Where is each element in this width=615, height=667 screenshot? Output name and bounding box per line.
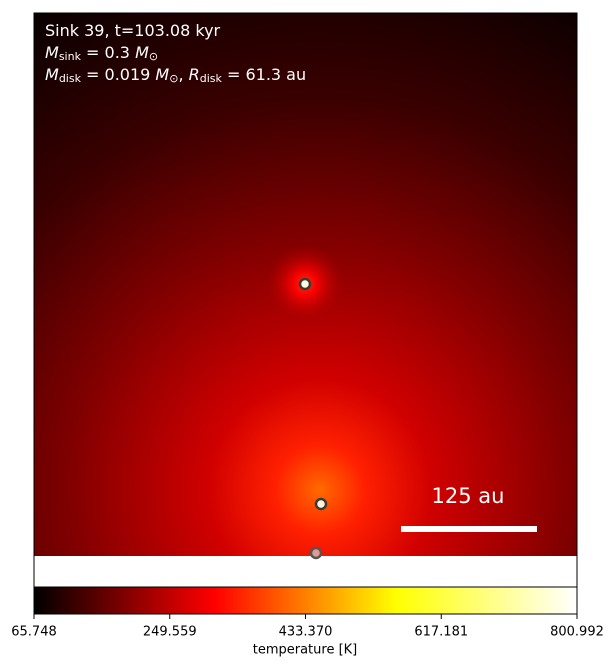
annotation-part: Sink 39, t=103.08 kyr (45, 21, 221, 40)
annotation-part: disk (200, 72, 223, 85)
annotation-line: Mdisk = 0.019 M⊙, Rdisk = 61.3 au (45, 65, 306, 86)
blank-strip (34, 556, 577, 587)
sink-marker (309, 546, 323, 560)
scale-bar (401, 526, 537, 532)
annotation-line: Msink = 0.3 M⊙ (45, 43, 158, 64)
annotation-part: M (135, 43, 149, 62)
annotation-part: sink (59, 50, 82, 63)
colorbar-tick-label: 433.370 (279, 625, 333, 640)
sink-marker (314, 497, 328, 511)
annotation-part: disk (59, 72, 82, 85)
annotation-part: = 0.019 (81, 65, 155, 84)
colorbar-tick-label: 65.748 (11, 625, 57, 640)
colorbar-ticks: 65.748 249.559 433.370 617.181 800.992 (11, 614, 604, 640)
annotation-part: ⊙ (169, 72, 178, 85)
colorbar-tick-label: 800.992 (550, 625, 604, 640)
annotation-line: Sink 39, t=103.08 kyr (45, 21, 221, 40)
scale-bar-label: 125 au (432, 484, 505, 508)
sink-marker (298, 277, 312, 291)
colorbar (33, 586, 578, 615)
colorbar-tick-label: 249.559 (143, 625, 197, 640)
annotation-part: M (155, 65, 169, 84)
annotation-part: , (178, 65, 188, 84)
annotation-part: M (45, 65, 59, 84)
annotation-part: R (189, 65, 200, 84)
annotation-part: M (45, 43, 59, 62)
annotation-part: = 61.3 au (222, 65, 306, 84)
colorbar-label: temperature [K] (253, 643, 358, 658)
annotation-part: = 0.3 (81, 43, 135, 62)
colorbar-tick-label: 617.181 (414, 625, 468, 640)
annotation-part: ⊙ (149, 50, 158, 63)
